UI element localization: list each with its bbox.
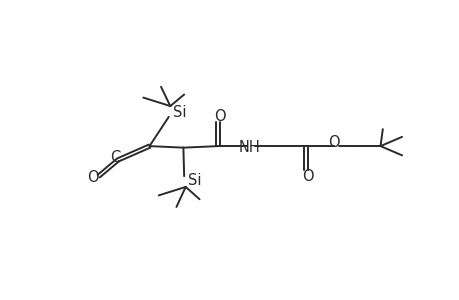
Text: C: C: [110, 150, 121, 165]
Text: Si: Si: [172, 105, 186, 120]
Text: O: O: [327, 135, 339, 150]
Text: NH: NH: [238, 140, 260, 155]
Text: O: O: [302, 169, 313, 184]
Text: O: O: [87, 170, 99, 185]
Text: Si: Si: [188, 173, 201, 188]
Text: O: O: [214, 109, 226, 124]
